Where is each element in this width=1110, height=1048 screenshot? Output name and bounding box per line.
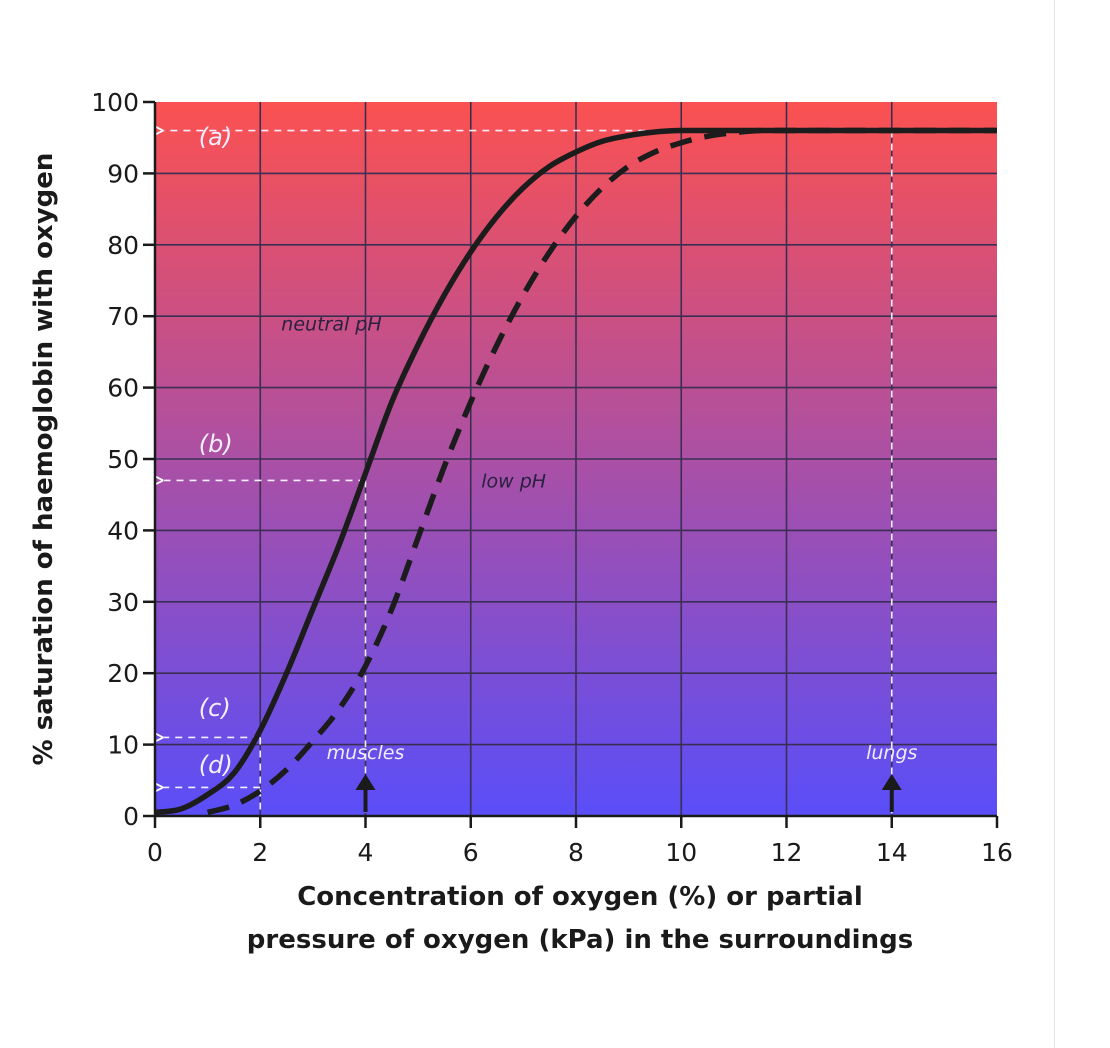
y-tick-label-0: 0 [123,802,139,831]
x-tick-label-4: 4 [358,838,374,867]
x-tick-label-0: 0 [147,838,163,867]
annotation-muscles: muscles [327,742,405,764]
series-line-low-ph [206,127,997,816]
x-tick-label-14: 14 [876,838,908,867]
y-tick-label-100: 100 [91,88,139,117]
y-tick-label-40: 40 [107,516,139,545]
annotation-d: (d) [199,751,233,779]
y-tick-label-60: 60 [107,374,139,403]
series-line-neutral-ph [154,127,997,816]
y-tick-label-10: 10 [107,731,139,760]
reference-lines [161,131,945,816]
annotations: (a) (b) (c) (d) neutral pH low pH muscles lungs [199,123,918,779]
lungs-arrow-head [881,774,902,790]
arrow-markers [355,774,902,812]
x-tick-label-12: 12 [771,838,803,867]
annotation-neutral: neutral pH [281,313,381,335]
annotation-c: (c) [199,694,231,722]
x-tick-label-10: 10 [665,838,697,867]
y-tick-label-50: 50 [107,445,139,474]
tick-labels: 0 10 20 30 40 50 60 70 80 90 100 0 2 4 6 8 10 12 14 16 [91,88,1013,867]
x-tick-label-8: 8 [568,838,584,867]
y-tick-label-90: 90 [107,159,139,188]
annotation-lungs: lungs [866,742,917,764]
y-tick-label-70: 70 [107,302,139,331]
x-tick-label-16: 16 [981,838,1013,867]
annotation-low: low pH [481,471,546,493]
grid-lines [155,102,997,816]
annotation-a: (a) [199,123,232,151]
y-tick-label-20: 20 [107,659,139,688]
axes [143,100,999,828]
y-tick-label-30: 30 [107,588,139,617]
x-tick-label-6: 6 [463,838,479,867]
muscles-arrow-head [355,774,376,790]
side-panel [1054,0,1110,1048]
x-axis-title-line-2: pressure of oxygen (kPa) in the surround… [247,925,913,955]
y-tick-label-80: 80 [107,231,139,260]
y-axis-title: % saturation of haemoglobin with oxygen [29,153,59,766]
series-group [154,127,997,816]
x-axis-title-line-1: Concentration of oxygen (%) or partial [297,882,863,912]
x-tick-label-2: 2 [252,838,268,867]
annotation-b: (b) [199,430,233,458]
